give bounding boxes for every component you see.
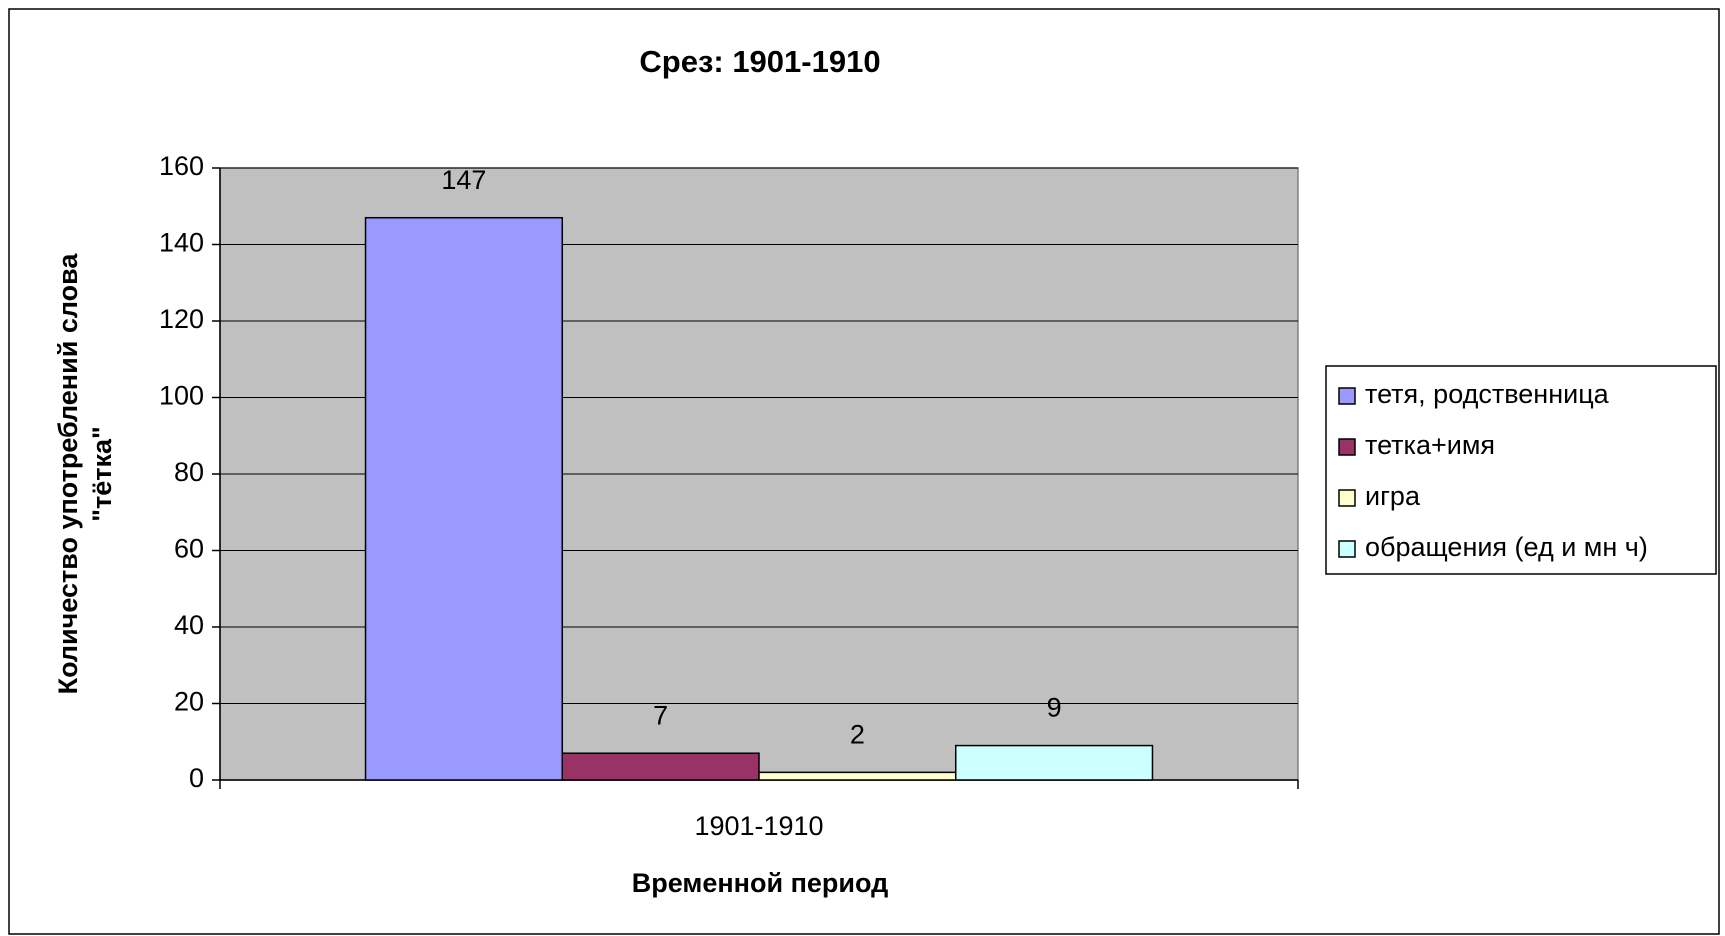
y-tick-label: 20	[174, 687, 204, 717]
data-label: 9	[1047, 693, 1062, 723]
y-axis-label-line: "тётка"	[87, 426, 117, 522]
data-label: 147	[441, 165, 486, 195]
data-label: 7	[653, 700, 668, 730]
bar	[561, 752, 760, 781]
legend-label: игра	[1365, 481, 1421, 511]
bar	[364, 216, 564, 781]
x-tick-label: 1901-1910	[694, 811, 823, 841]
bar	[954, 744, 1154, 781]
legend-label: тетка+имя	[1365, 430, 1495, 460]
y-axis-label-line: Количество употреблений слова	[53, 253, 83, 695]
legend-label: тетя, родственница	[1365, 379, 1610, 409]
legend-swatch	[1338, 540, 1356, 558]
legend-swatch	[1338, 387, 1356, 405]
y-tick-label: 140	[159, 228, 204, 258]
y-tick-label: 100	[159, 381, 204, 411]
x-axis-label: Временной период	[632, 868, 889, 898]
y-tick-label: 40	[174, 610, 204, 640]
data-label: 2	[850, 719, 865, 749]
y-tick-label: 120	[159, 304, 204, 334]
y-tick-label: 0	[189, 763, 204, 793]
y-tick-label: 60	[174, 534, 204, 564]
legend-swatch	[1338, 489, 1356, 507]
legend-label: обращения (ед и мн ч)	[1365, 532, 1648, 562]
legend-box	[1325, 365, 1717, 575]
y-tick-label: 80	[174, 457, 204, 487]
chart-title: Срез: 1901-1910	[639, 44, 880, 79]
bar	[758, 771, 957, 781]
y-axis-label: Количество употреблений слова "тётка"	[53, 253, 117, 695]
y-tick-label: 160	[159, 151, 204, 181]
legend-swatch	[1338, 438, 1356, 456]
